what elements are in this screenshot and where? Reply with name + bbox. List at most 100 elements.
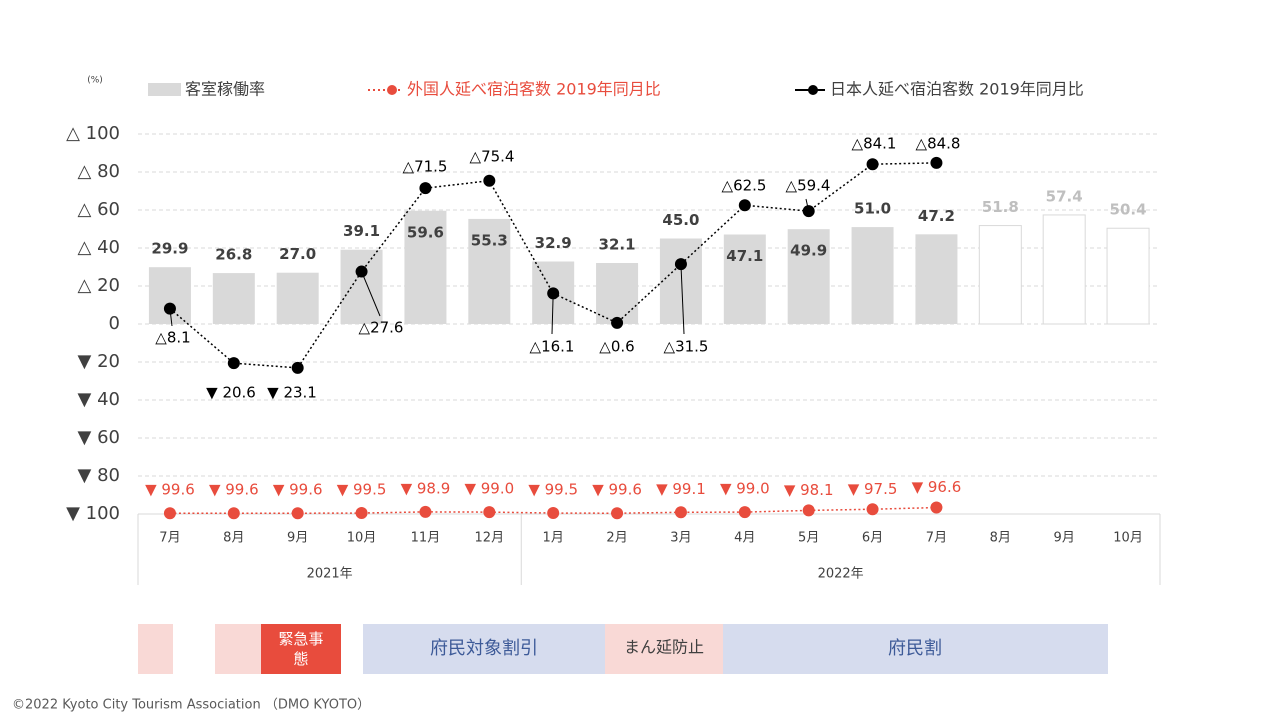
bar [596, 263, 639, 324]
footer: ©2022 Kyoto City Tourism Association （DM… [12, 698, 370, 713]
point-value-label: △0.6 [599, 338, 634, 356]
leader-line [551, 293, 554, 335]
timeline-box [138, 624, 173, 674]
point-value-label: ▼ 99.5 [528, 481, 578, 499]
marker [802, 205, 815, 218]
y-tick-label: ▼ 100 [66, 503, 120, 524]
marker [802, 504, 815, 517]
marker [547, 507, 560, 520]
bar-value-label: 51.0 [854, 200, 891, 218]
bar [723, 234, 766, 324]
legend-swatch [148, 83, 181, 96]
bar-value-label: 47.2 [918, 207, 955, 225]
legend-label: 客室稼働率 [185, 80, 265, 99]
x-tick-label: 3月 [670, 531, 691, 546]
point-value-label: △75.4 [470, 148, 515, 166]
bar-value-label: 32.9 [535, 234, 572, 252]
point-value-label: ▼ 97.5 [848, 480, 898, 498]
x-tick-label: 5月 [798, 531, 819, 546]
point-value-label: △8.1 [155, 329, 190, 347]
y-tick-label: △ 100 [66, 123, 120, 144]
y-tick-label: △ 80 [78, 161, 120, 182]
point-value-label: ▼ 96.6 [912, 478, 962, 496]
marker [674, 258, 687, 271]
timeline-label: まん延防止 [624, 638, 704, 657]
x-tick-label: 7月 [926, 531, 947, 546]
timeline-label: 府民対象割引 [430, 638, 538, 659]
y-tick-label: 0 [109, 313, 120, 334]
bar-value-label: 45.0 [662, 211, 699, 229]
x-tick-label: 4月 [734, 531, 755, 546]
bar-value-label: 49.9 [790, 242, 827, 260]
marker [930, 156, 943, 169]
y-tick-label: ▼ 20 [78, 351, 120, 372]
bar [276, 272, 319, 324]
marker [611, 507, 624, 520]
legend-marker [808, 85, 818, 95]
point-value-label: ▼ 23.1 [267, 384, 317, 402]
point-value-label: △27.6 [359, 319, 404, 337]
timeline-box [605, 624, 723, 674]
y-tick-label: ▼ 80 [78, 465, 120, 486]
legend-marker [387, 85, 397, 95]
point-value-label: ▼ 99.0 [464, 480, 514, 498]
point-value-label: △16.1 [530, 338, 575, 356]
point-value-label: ▼ 99.0 [720, 480, 770, 498]
group-label: 2022年 [818, 567, 864, 582]
point-value-label: ▼ 99.1 [656, 480, 706, 498]
marker [866, 158, 879, 171]
point-value-label: △84.8 [916, 135, 961, 153]
point-value-label: ▼ 98.9 [401, 479, 451, 497]
timeline-label: 府民割 [888, 638, 942, 659]
marker [483, 506, 496, 519]
x-tick-label: 1月 [543, 531, 564, 546]
x-tick-label: 7月 [159, 531, 180, 546]
legend-label: 日本人延べ宿泊客数 2019年同月比 [830, 80, 1084, 99]
marker [738, 506, 751, 519]
marker [483, 174, 496, 187]
point-value-label: △62.5 [722, 177, 767, 195]
marker [291, 361, 304, 374]
timeline-box [215, 624, 261, 674]
bar-value-label: 27.0 [279, 245, 316, 263]
point-value-label: ▼ 99.6 [273, 481, 323, 499]
x-tick-label: 9月 [287, 531, 308, 546]
point-value-label: △84.1 [852, 135, 897, 153]
marker [674, 506, 687, 519]
x-tick-label: 11月 [411, 531, 441, 546]
bar [212, 273, 255, 324]
point-value-label: △31.5 [664, 338, 709, 356]
leader-line [361, 271, 381, 317]
bar-value-label: 29.9 [151, 240, 188, 258]
bar [340, 249, 383, 324]
x-tick-label: 10月 [1113, 531, 1143, 546]
y-tick-label: △ 60 [78, 199, 120, 220]
x-tick-label: 6月 [862, 531, 883, 546]
leader-line [680, 264, 685, 335]
marker [419, 505, 432, 518]
bar [468, 218, 511, 324]
timeline-box [261, 624, 341, 674]
x-tick-label: 12月 [475, 531, 505, 546]
marker [355, 265, 368, 278]
marker [611, 316, 624, 329]
point-value-label: ▼ 99.6 [592, 481, 642, 499]
bar-value-label: 50.4 [1110, 201, 1147, 219]
point-value-label: △71.5 [403, 158, 448, 176]
bar-value-label: 57.4 [1046, 187, 1083, 205]
y-tick-label: △ 20 [78, 275, 120, 296]
marker [227, 357, 240, 370]
bar [851, 227, 894, 324]
timeline-box [723, 624, 1108, 674]
point-value-label: ▼ 99.6 [209, 481, 259, 499]
marker [355, 507, 368, 520]
bar [1042, 214, 1086, 325]
timeline-label-wrap: 緊急事態 [278, 630, 323, 668]
x-tick-label: 2月 [606, 531, 627, 546]
bar-value-label: 47.1 [726, 247, 763, 265]
legend-label: 外国人延べ宿泊客数 2019年同月比 [407, 80, 661, 99]
marker [291, 507, 304, 520]
point-value-label: ▼ 98.1 [784, 481, 834, 499]
bar-value-label: 59.6 [407, 223, 444, 241]
